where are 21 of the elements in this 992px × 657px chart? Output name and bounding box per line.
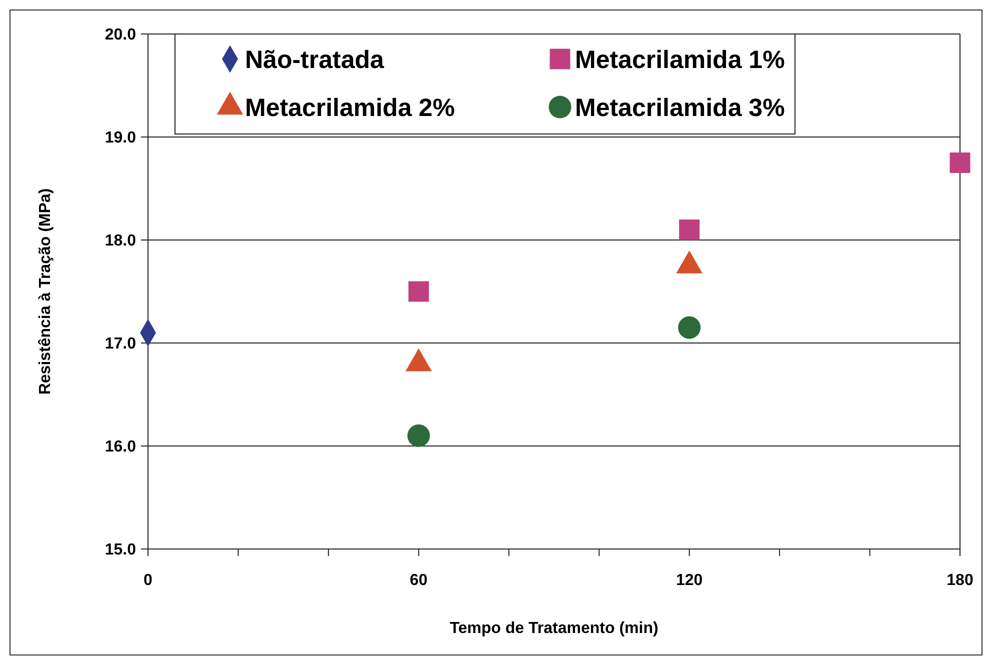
point (950, 152, 970, 173)
point (408, 281, 429, 302)
legend-label: Metacrilamida 1% (575, 46, 785, 74)
x-tick-label: 0 (144, 572, 153, 589)
y-tick-label: 19.0 (104, 130, 136, 147)
x-tick-label: 180 (946, 572, 974, 589)
y-tick-label: 20.0 (104, 26, 136, 44)
x-tick-label: 120 (676, 572, 703, 589)
legend-label: Metacrilamida 2% (245, 94, 455, 122)
y-tick-label: 16.0 (104, 438, 136, 456)
point (679, 219, 700, 240)
point (407, 424, 430, 447)
y-tick-label: 18.0 (104, 232, 136, 250)
legend-label: Não-tratada (245, 46, 386, 74)
x-tick-label: 60 (410, 572, 428, 589)
point (678, 316, 701, 339)
y-tick-label: 17.0 (104, 336, 136, 353)
x-axis-title: Tempo de Tratamento (min) (450, 620, 658, 637)
y-tick-label: 15.0 (104, 542, 136, 559)
legend-label: Metacrilamida 3% (575, 94, 785, 122)
y-axis-title: Resistência à Tração (MPa) (37, 188, 54, 395)
